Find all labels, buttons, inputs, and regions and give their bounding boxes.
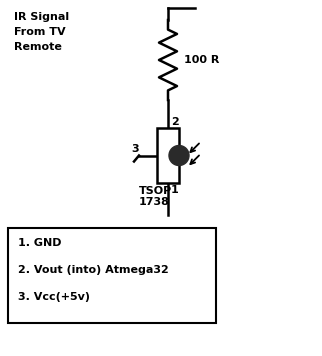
Text: 100 R: 100 R — [184, 55, 219, 65]
Text: 3. Vcc(+5v): 3. Vcc(+5v) — [18, 292, 90, 302]
Text: 2: 2 — [171, 117, 179, 127]
Text: 2. Vout (into) Atmega32: 2. Vout (into) Atmega32 — [18, 265, 169, 275]
Text: 1. GND: 1. GND — [18, 238, 62, 248]
Text: IR Signal
From TV
Remote: IR Signal From TV Remote — [14, 12, 69, 52]
Circle shape — [169, 146, 189, 166]
Bar — [8, 228, 216, 323]
Text: 1738: 1738 — [139, 197, 170, 207]
Text: 3: 3 — [131, 143, 139, 153]
Text: TSOP: TSOP — [139, 186, 172, 196]
Text: 1: 1 — [171, 185, 179, 195]
Bar — [157, 128, 179, 183]
